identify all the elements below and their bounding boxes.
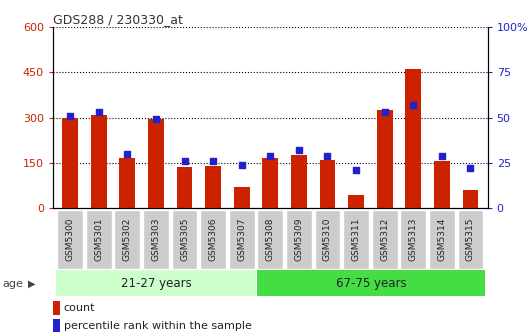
Text: 67-75 years: 67-75 years (336, 277, 407, 290)
Point (94, 110, 103, 115)
Point (209, 159, 217, 164)
Text: GSM5300: GSM5300 (66, 218, 75, 261)
Bar (320, 160, 335, 208)
Text: GSM5310: GSM5310 (323, 218, 332, 261)
Point (323, 153, 332, 158)
FancyBboxPatch shape (457, 210, 483, 269)
FancyBboxPatch shape (57, 210, 83, 269)
Text: ▶: ▶ (28, 279, 36, 289)
FancyBboxPatch shape (172, 210, 197, 269)
Text: GSM5312: GSM5312 (380, 218, 389, 261)
Bar (63, 118, 78, 208)
Bar (53, 301, 59, 315)
FancyBboxPatch shape (315, 210, 340, 269)
FancyBboxPatch shape (200, 210, 226, 269)
Point (237, 162, 246, 167)
Text: GSM5311: GSM5311 (351, 218, 360, 261)
Text: GSM5314: GSM5314 (437, 218, 446, 261)
Bar (377, 110, 393, 208)
Bar (262, 158, 278, 208)
Point (295, 148, 303, 153)
Bar (91, 115, 107, 208)
Bar (234, 187, 250, 208)
Bar (119, 158, 135, 208)
Text: age: age (3, 279, 23, 289)
Text: GSM5301: GSM5301 (94, 218, 103, 261)
Point (409, 102, 418, 108)
Bar (463, 190, 478, 208)
FancyBboxPatch shape (143, 210, 169, 269)
Bar (176, 167, 192, 208)
FancyBboxPatch shape (429, 210, 455, 269)
Bar (348, 195, 364, 208)
Bar (405, 69, 421, 208)
Point (266, 153, 275, 158)
Text: GSM5309: GSM5309 (294, 218, 303, 261)
Bar (291, 155, 307, 208)
Text: GDS288 / 230330_at: GDS288 / 230330_at (53, 13, 183, 26)
Point (66, 113, 74, 119)
FancyBboxPatch shape (86, 210, 112, 269)
Text: GSM5303: GSM5303 (152, 218, 161, 261)
Text: GSM5302: GSM5302 (123, 218, 132, 261)
FancyBboxPatch shape (229, 210, 254, 269)
Bar (53, 319, 59, 332)
Text: count: count (64, 303, 95, 313)
FancyBboxPatch shape (343, 210, 369, 269)
Point (123, 151, 131, 157)
Text: GSM5305: GSM5305 (180, 218, 189, 261)
Bar (434, 161, 450, 208)
Point (152, 117, 160, 122)
Bar (258, 270, 485, 296)
Text: GSM5306: GSM5306 (209, 218, 218, 261)
FancyBboxPatch shape (286, 210, 312, 269)
Point (438, 153, 446, 158)
Point (381, 110, 389, 115)
FancyBboxPatch shape (114, 210, 140, 269)
Text: GSM5313: GSM5313 (409, 218, 418, 261)
Text: percentile rank within the sample: percentile rank within the sample (64, 321, 252, 331)
Point (352, 168, 360, 173)
Bar (205, 166, 221, 208)
Point (180, 159, 189, 164)
FancyBboxPatch shape (372, 210, 398, 269)
FancyBboxPatch shape (258, 210, 283, 269)
Text: GSM5315: GSM5315 (466, 218, 475, 261)
Text: 21-27 years: 21-27 years (120, 277, 191, 290)
Text: GSM5307: GSM5307 (237, 218, 246, 261)
Bar (148, 119, 164, 208)
FancyBboxPatch shape (400, 210, 426, 269)
Text: GSM5308: GSM5308 (266, 218, 275, 261)
Point (466, 166, 475, 171)
Bar (56, 270, 256, 296)
